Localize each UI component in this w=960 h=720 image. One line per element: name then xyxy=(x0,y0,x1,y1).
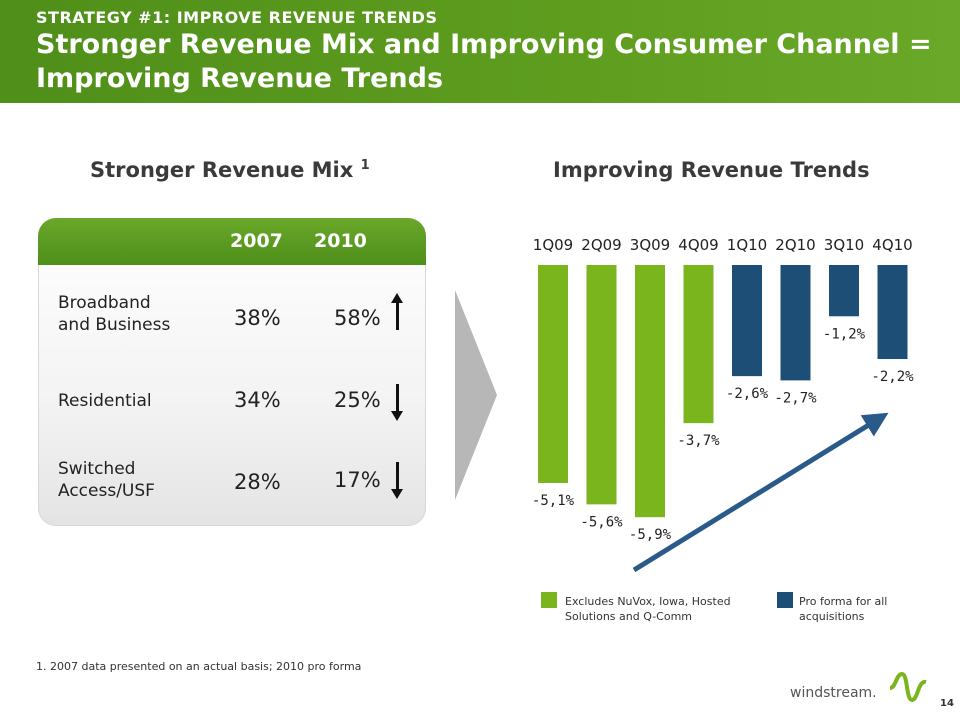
residential-2007-value: 34% xyxy=(234,388,281,412)
legend-text-excludes: Excludes NuVox, Iowa, Hosted Solutions an… xyxy=(565,595,731,623)
row-label-residential: Residential xyxy=(58,391,152,411)
bar-3q10 xyxy=(829,265,859,317)
windstream-logo: windstream. xyxy=(790,685,877,701)
row-label-broadband: Broadband and Business xyxy=(58,293,171,335)
bar-1q09 xyxy=(538,265,568,483)
value-label-4q10: -2,2% xyxy=(871,369,914,385)
revenue-mix-table: 2007 2010 Broadband and Business 38% 58% … xyxy=(38,218,426,526)
category-label-1q10: 1Q10 xyxy=(727,236,767,254)
legend-text-proforma: Pro forma for all acquisitions xyxy=(799,595,888,623)
value-label-4q09: -3,7% xyxy=(677,433,720,449)
value-label-1q10: -2,6% xyxy=(726,386,769,402)
category-label-3q10: 3Q10 xyxy=(824,236,864,254)
category-label-4q09: 4Q09 xyxy=(678,236,718,254)
improvement-trend-arrow xyxy=(632,412,889,573)
slide-title: Stronger Revenue Mix and Improving Consu… xyxy=(36,29,932,94)
arrow-down-icon xyxy=(391,462,403,499)
switched-2010-value: 17% xyxy=(334,468,381,492)
category-label-2q10: 2Q10 xyxy=(775,236,815,254)
category-label-2q09: 2Q09 xyxy=(581,236,621,254)
bar-4q10 xyxy=(877,265,908,360)
switched-2007-value: 28% xyxy=(234,470,281,494)
value-label-2q09: -5,6% xyxy=(580,514,623,530)
year-2010-header: 2010 xyxy=(314,230,367,252)
value-label-1q09: -5,1% xyxy=(532,493,575,509)
footnote: 1. 2007 data presented on an actual basi… xyxy=(36,660,362,673)
category-label-4q10: 4Q10 xyxy=(872,236,912,254)
chart-title: Improving Revenue Trends xyxy=(553,158,870,182)
bar-2q10 xyxy=(780,265,811,381)
bar-3q09 xyxy=(635,265,665,518)
row-label-switched-access: Switched Access/USF xyxy=(58,459,155,501)
category-label-1q09: 1Q09 xyxy=(533,236,573,254)
broadband-2010-value: 58% xyxy=(334,306,381,330)
legend-swatch-green xyxy=(541,592,557,608)
bar-4q09 xyxy=(683,265,714,424)
bar-2q09 xyxy=(586,265,617,505)
value-label-2q10: -2,7% xyxy=(774,390,817,406)
value-label-3q09: -5,9% xyxy=(629,527,672,543)
arrow-down-icon xyxy=(391,384,403,421)
header-banner: STRATEGY #1: IMPROVE REVENUE TRENDS Stro… xyxy=(0,0,960,103)
bar-1q10 xyxy=(732,265,762,377)
broadband-2007-value: 38% xyxy=(234,306,281,330)
value-label-3q10: -1,2% xyxy=(823,326,866,342)
arrow-up-icon xyxy=(391,293,403,330)
footnote-marker: 1 xyxy=(360,158,370,173)
table-header: 2007 2010 xyxy=(38,218,426,265)
residential-2010-value: 25% xyxy=(334,388,381,412)
windstream-wave-icon xyxy=(889,671,927,703)
strategy-kicker: STRATEGY #1: IMPROVE REVENUE TRENDS xyxy=(36,8,438,27)
left-section-title: Stronger Revenue Mix 1 xyxy=(90,158,370,182)
page-number: 14 xyxy=(940,698,954,709)
year-2007-header: 2007 xyxy=(230,230,283,252)
chevron-arrow-icon xyxy=(455,290,497,500)
legend-swatch-blue xyxy=(777,592,793,608)
category-label-3q09: 3Q09 xyxy=(630,236,670,254)
